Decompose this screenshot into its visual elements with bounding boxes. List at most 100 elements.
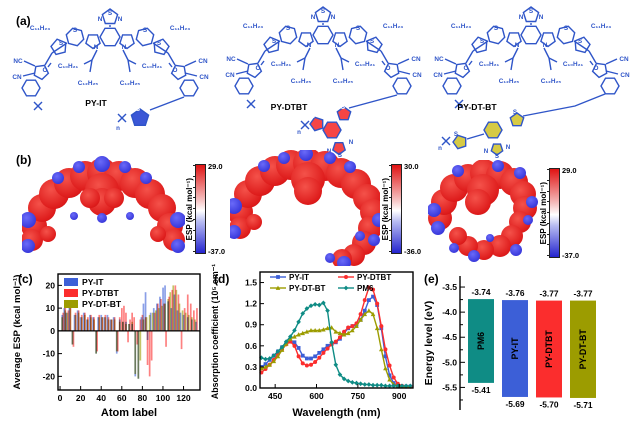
atom-label: O (256, 65, 261, 72)
bar (184, 312, 187, 331)
bar (163, 303, 165, 331)
esp-colorbar-gradient (193, 164, 206, 254)
atom-label: S (59, 40, 64, 47)
esp-negative-region (431, 221, 445, 235)
colorbar-tick (193, 208, 196, 209)
esp-negative-region (22, 239, 35, 253)
bar (62, 312, 64, 331)
bar (123, 305, 125, 331)
bar (164, 303, 166, 331)
esp-negative-region (344, 161, 356, 173)
bar (73, 314, 76, 331)
bar (127, 330, 129, 343)
legend-label: PY-DT-BT (289, 284, 326, 293)
colorbar-tick (193, 186, 196, 188)
atom-label: NC (13, 58, 23, 65)
y-axis-title: Energy level (eV) (423, 301, 435, 386)
x-axis-title: Atom label (101, 407, 157, 419)
colorbar-tick (547, 244, 550, 246)
panel-a-label: (a) (16, 14, 31, 28)
bar (165, 330, 167, 347)
esp-negative-region (258, 160, 270, 172)
atom-label: S (341, 104, 345, 111)
bar (131, 321, 133, 331)
bar (146, 330, 149, 365)
esp-max-value: 30.0 (404, 162, 419, 171)
esp-negative-region (52, 172, 64, 184)
atom-label: S (494, 25, 499, 32)
colorbar-tick (389, 186, 392, 188)
atom-label: N (331, 14, 336, 21)
legend-swatch (64, 289, 78, 297)
bar (69, 305, 72, 331)
esp-negative-region (230, 225, 241, 239)
homo-value: -5.71 (573, 400, 592, 410)
bar (175, 289, 178, 331)
bar (148, 330, 151, 377)
bar-name: PY-DT-BT (578, 329, 588, 370)
bar (68, 305, 71, 331)
bar (115, 330, 118, 352)
bar (157, 303, 159, 331)
esp-colorbar-2: ESP (kcal mol⁻¹) 30.0 -36.0 (381, 160, 430, 258)
atom-label: N (484, 148, 489, 155)
atom-label: CN (12, 74, 22, 81)
bar (109, 319, 112, 331)
bar (186, 294, 189, 331)
bar (187, 314, 190, 331)
energy-bar-PY-IT (502, 300, 528, 397)
bar (139, 330, 142, 361)
bar (176, 310, 179, 331)
bar (141, 314, 144, 331)
atom-label: C₁₀H₂₁ (479, 61, 500, 68)
atom-label: N (543, 42, 548, 49)
esp-negative-region (324, 152, 336, 164)
plot-frame (57, 273, 201, 391)
line-series-PY-DTBT (259, 285, 413, 389)
colorbar-tick (547, 255, 550, 256)
esp-colorbar-gradient (547, 168, 560, 258)
molecule-name: PY-DTBT (271, 102, 309, 112)
y-tick-label: -3.5 (442, 282, 457, 292)
x-tick-label: 750 (351, 391, 366, 401)
esp-negative-region (126, 212, 134, 220)
legend-item: PY-DT-BT (270, 284, 326, 293)
legend-swatch (64, 278, 78, 286)
x-tick-label: 600 (309, 391, 324, 401)
bar (170, 308, 173, 331)
y-tick-label: 0.0 (245, 383, 257, 393)
lumo-value: -3.76 (505, 288, 524, 298)
atom-label: O (173, 67, 178, 74)
esp-positive-region (80, 188, 100, 208)
legend-label: PY-DT-BT (82, 299, 122, 309)
bar (158, 308, 160, 331)
atom-label: CN (412, 72, 422, 79)
bar (171, 289, 174, 331)
bar (103, 317, 106, 331)
y-tick-label: -5.0 (442, 357, 457, 367)
pendant-unit (300, 94, 398, 156)
bar (84, 314, 86, 331)
colorbar-tick (547, 233, 550, 235)
colorbar-tick (193, 197, 196, 199)
atom-label: C₁₂H₂₅ (499, 78, 520, 85)
bar (173, 294, 176, 331)
bar (139, 319, 142, 331)
esp-negative-region (73, 161, 85, 173)
bar-name: PY-IT (510, 337, 520, 360)
esp-colorbar-3: ESP (kcal mol⁻¹) 29.0 -37.0 (539, 164, 588, 262)
bar (172, 285, 175, 331)
x-tick-label: 60 (117, 393, 127, 403)
bar (148, 314, 151, 331)
esp-negative-region (140, 172, 152, 184)
bar (144, 292, 147, 331)
atom-label: C₁₁H₂₃ (170, 25, 190, 32)
bar (160, 299, 162, 331)
x-tick-label: 900 (392, 391, 407, 401)
atom-label: N (118, 16, 123, 23)
bar (189, 303, 192, 331)
colorbar-tick (389, 208, 392, 209)
bar (168, 296, 170, 331)
colorbar-tick (389, 197, 392, 199)
atom-label: S (495, 153, 499, 160)
